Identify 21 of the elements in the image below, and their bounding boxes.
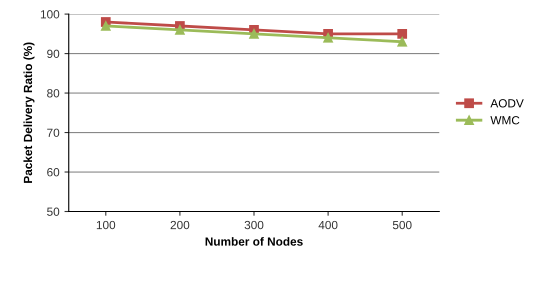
- point: [175, 25, 185, 35]
- y-tick-label: 100: [40, 10, 60, 18]
- y-axis-title: Packet Delivery Ratio (%): [23, 42, 34, 183]
- legend-label: AODV: [490, 99, 524, 108]
- y-tick-label: 80: [47, 89, 60, 98]
- point: [100, 21, 111, 31]
- x-tick-label: 200: [170, 220, 190, 230]
- x-tick-label: 400: [318, 220, 338, 230]
- x-tick-label: 300: [244, 220, 264, 230]
- point: [397, 28, 408, 39]
- point: [397, 36, 408, 47]
- x-axis-title: Number of Nodes: [206, 237, 303, 246]
- x-tick-label: 100: [96, 220, 116, 230]
- point: [249, 28, 259, 39]
- y-tick-label: 90: [47, 50, 60, 58]
- legend-label: WMC: [490, 116, 520, 124]
- x-tick-label: 500: [392, 220, 412, 230]
- y-tick-label: 60: [47, 168, 60, 176]
- y-tick-label: 50: [47, 208, 60, 216]
- point: [323, 32, 333, 43]
- y-tick-label: 70: [47, 128, 60, 137]
